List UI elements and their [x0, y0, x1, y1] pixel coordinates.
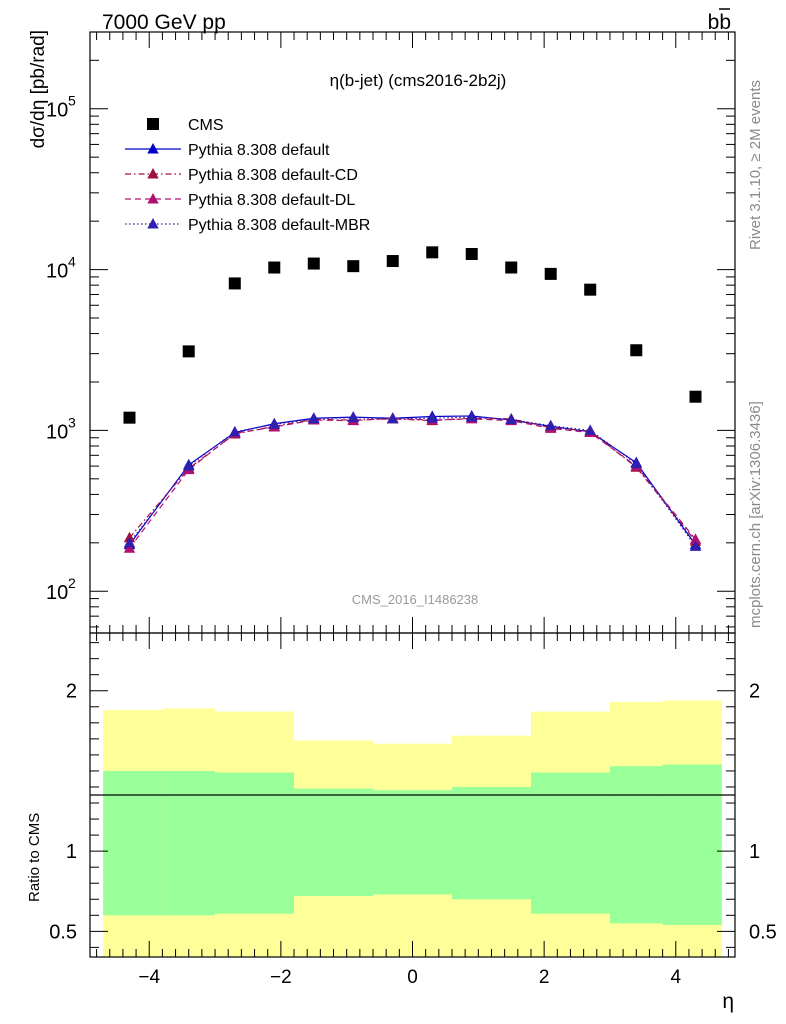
legend-marker-cms — [147, 118, 159, 130]
ratio-inner-band-bin — [294, 788, 334, 897]
data-point-cms — [123, 411, 136, 424]
series-line-1 — [129, 415, 696, 545]
ratio-inner-band-bin — [103, 770, 163, 916]
ratio-inner-band-bin — [491, 786, 531, 900]
data-point-cms — [544, 267, 557, 280]
y-tick-exponent: 2 — [68, 575, 76, 591]
data-point-mc-4 — [466, 411, 478, 422]
data-point-mc-4 — [545, 419, 557, 431]
legend-label-0: CMS — [188, 117, 224, 134]
legend-marker-1 — [147, 143, 159, 154]
data-point-mc-4 — [183, 460, 195, 471]
legend-marker-3 — [147, 193, 159, 204]
ratio-y-tick-label: 2 — [66, 681, 77, 703]
ratio-bands — [103, 700, 722, 957]
data-point-cms — [505, 261, 518, 274]
rivet-label: Rivet 3.1.10, ≥ 2M events — [747, 80, 764, 250]
legend: CMS Pythia 8.308 default Pythia 8.308 defa… — [125, 117, 370, 234]
data-point-cms — [465, 247, 478, 260]
ratio-y-tick-label-right: 2 — [749, 681, 760, 703]
x-tick-label: −2 — [270, 967, 292, 988]
ratio-inner-band-bin — [662, 764, 722, 925]
data-point-mc-4 — [630, 457, 642, 469]
main-frame — [89, 31, 736, 634]
process-label-bar: b — [719, 11, 731, 34]
process-label: bb — [708, 11, 731, 34]
y-tick-label: 10 — [46, 582, 68, 604]
data-point-cms — [630, 344, 643, 357]
data-point-mc-4 — [689, 540, 702, 551]
data-point-cms — [307, 257, 320, 270]
data-point-mc-4 — [387, 412, 399, 424]
data-point-cms — [584, 283, 597, 296]
series-line-2 — [129, 417, 696, 542]
data-point-mc-3 — [123, 542, 136, 553]
ratio-inner-band-bin — [333, 788, 374, 897]
data-point-cms — [228, 277, 241, 290]
axis-ticks — [90, 31, 735, 957]
ratio-y-tick-label: 0.5 — [49, 921, 77, 943]
data-point-mc-3 — [689, 533, 702, 544]
y-tick-exponent: 5 — [68, 93, 76, 109]
legend-label-4: Pythia 8.308 default-MBR — [188, 217, 370, 234]
data-point-mc-4 — [229, 425, 241, 437]
ratio-inner-band-bin — [609, 766, 663, 924]
legend-label-3: Pythia 8.308 default-DL — [188, 192, 355, 209]
data-point-cms — [689, 390, 702, 403]
main-series-lines — [129, 415, 696, 549]
watermark-label: CMS_2016_I1486238 — [352, 592, 479, 607]
main-series-markers — [123, 246, 702, 553]
data-point-cms — [347, 260, 360, 273]
energy-label: 7000 GeV pp — [102, 11, 226, 34]
y-tick-label: 10 — [46, 261, 68, 283]
legend-label-2: Pythia 8.308 default-CD — [188, 167, 358, 184]
ratio-y-tick-label: 1 — [66, 841, 77, 863]
ratio-inner-band-bin — [570, 772, 610, 914]
y-axis-title: dσ/dη [pb/rad] — [28, 30, 49, 148]
y-tick-label: 10 — [46, 421, 68, 443]
series-line-4 — [129, 416, 696, 547]
ratio-inner-band-bin — [215, 772, 255, 914]
x-tick-label: 2 — [539, 967, 550, 988]
ratio-inner-band-bin — [412, 790, 452, 895]
mcplots-label: mcplots.cern.ch [arXiv:1306.3436] — [747, 401, 764, 628]
plot-title: η(b-jet) (cms2016-2b2j) — [330, 71, 507, 90]
data-point-mc-4 — [505, 413, 517, 424]
ratio-inner-band-bin — [254, 772, 295, 914]
legend-marker-4 — [147, 218, 159, 229]
data-point-cms — [182, 345, 195, 358]
series-line-3 — [129, 417, 696, 549]
x-axis-title: η — [722, 990, 734, 1013]
y-tick-exponent: 4 — [68, 254, 76, 270]
ratio-inner-band-bin — [162, 770, 216, 916]
ratio-inner-band-bin — [530, 772, 571, 914]
ratio-y-tick-label-right: 1 — [749, 841, 760, 863]
y-tick-label: 10 — [46, 100, 68, 122]
ratio-axis-title: Ratio to CMS — [26, 813, 43, 902]
data-point-mc-4 — [268, 418, 280, 429]
data-point-mc-4 — [347, 411, 359, 423]
legend-label-1: Pythia 8.308 default — [188, 142, 330, 159]
data-point-cms — [386, 255, 399, 268]
legend-marker-2 — [147, 168, 159, 179]
ratio-y-tick-label-right: 0.5 — [749, 921, 777, 943]
ratio-inner-band-bin — [451, 786, 492, 900]
data-point-cms — [268, 261, 281, 274]
x-tick-label: −4 — [138, 967, 160, 988]
ratio-inner-band-bin — [373, 790, 413, 895]
data-point-cms — [426, 246, 439, 259]
data-point-mc-4 — [426, 412, 438, 423]
x-tick-label: 4 — [670, 967, 681, 988]
data-point-mc-4 — [308, 412, 320, 424]
y-tick-exponent: 3 — [68, 414, 76, 430]
x-tick-label: 0 — [407, 967, 418, 988]
data-point-mc-4 — [123, 536, 136, 548]
data-point-mc-4 — [584, 424, 596, 435]
